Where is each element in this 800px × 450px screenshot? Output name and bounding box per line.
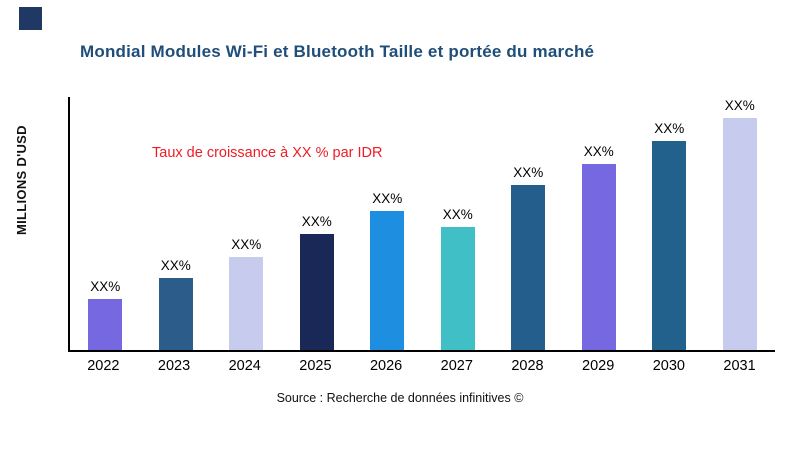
- bar-2025: [299, 234, 334, 350]
- bar-2024: [229, 257, 264, 350]
- bar-column-2030: XX%: [634, 97, 704, 350]
- bar-column-2024: XX%: [211, 97, 281, 350]
- chart-plot-area: Taux de croissance à XX % par IDR XX% XX%…: [68, 97, 775, 352]
- bar-2027: [440, 227, 475, 350]
- page-title: Mondial Modules Wi-Fi et Bluetooth Taill…: [80, 42, 595, 61]
- bar-column-2026: XX%: [352, 97, 422, 350]
- bar-value-label: XX%: [372, 191, 403, 206]
- bar-value-label: XX%: [724, 98, 755, 113]
- x-tick-2022: 2022: [87, 358, 120, 374]
- bar-2023: [158, 278, 193, 350]
- source-text: Source : Recherche de données infinitive…: [276, 391, 524, 405]
- bar-2026: [370, 211, 405, 350]
- growth-rate-annotation: Taux de croissance à XX % par IDR: [152, 145, 383, 161]
- bar-value-label: XX%: [583, 144, 614, 159]
- bar-column-2028: XX%: [493, 97, 563, 350]
- x-tick-2024: 2024: [228, 358, 261, 374]
- bar-value-label: XX%: [513, 165, 544, 180]
- x-axis-labels: 2022 2023 2024 2025 2026 2027 2028 2029 2030 2031: [68, 358, 775, 374]
- bar-value-label: XX%: [442, 207, 473, 222]
- bar-column-2025: XX%: [282, 97, 352, 350]
- bars: XX% XX% XX% XX% XX% XX% XX% XX% XX% XX%: [70, 97, 775, 350]
- bar-column-2023: XX%: [141, 97, 211, 350]
- bar-2031: [722, 118, 757, 350]
- bar-value-label: XX%: [231, 237, 262, 252]
- bar-value-label: XX%: [90, 279, 121, 294]
- brand-logo-square: [19, 7, 42, 30]
- bar-value-label: XX%: [160, 258, 191, 273]
- bar-value-label: XX%: [301, 214, 332, 229]
- bar-column-2027: XX%: [423, 97, 493, 350]
- x-tick-2028: 2028: [511, 358, 544, 374]
- x-tick-2029: 2029: [582, 358, 615, 374]
- bar-column-2029: XX%: [564, 97, 634, 350]
- x-tick-2025: 2025: [299, 358, 332, 374]
- x-tick-2026: 2026: [369, 358, 403, 374]
- bar-value-label: XX%: [654, 121, 685, 136]
- bar-2022: [88, 299, 123, 350]
- y-axis-label: MILLIONS D'USD: [14, 125, 29, 235]
- x-tick-2031: 2031: [723, 358, 756, 374]
- bar-2030: [652, 141, 687, 350]
- bar-column-2022: XX%: [70, 97, 140, 350]
- x-tick-2023: 2023: [157, 358, 191, 374]
- bar-2028: [511, 185, 546, 350]
- x-tick-2030: 2030: [652, 358, 685, 374]
- bar-2029: [581, 164, 616, 350]
- bar-column-2031: XX%: [705, 97, 775, 350]
- x-tick-2027: 2027: [440, 358, 473, 374]
